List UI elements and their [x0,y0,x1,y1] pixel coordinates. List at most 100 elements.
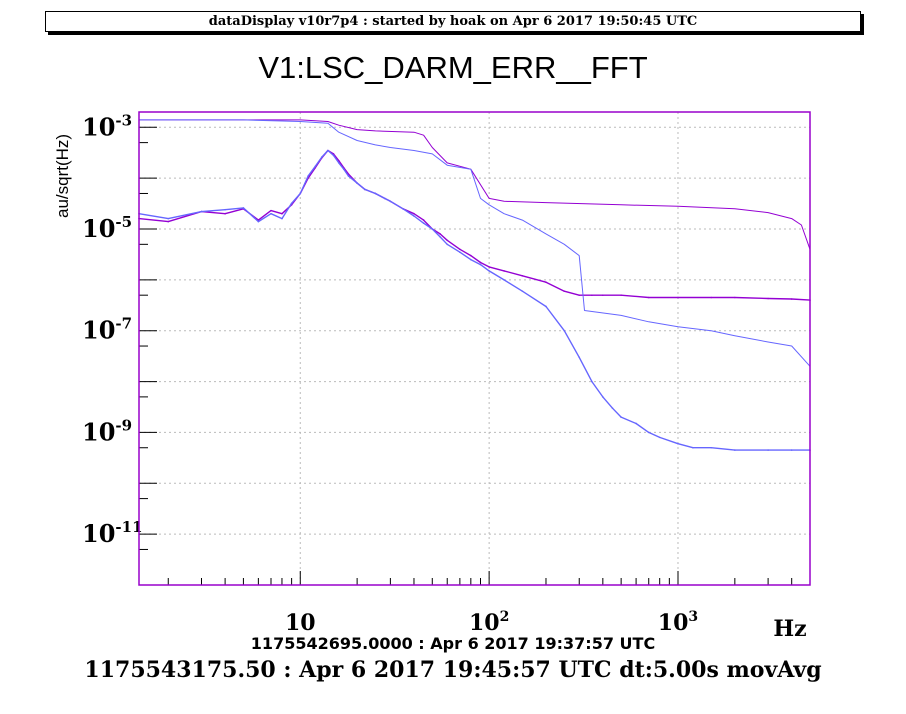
data-point [338,162,340,164]
data-point [734,296,736,299]
data-point [578,294,581,296]
data-point [790,298,793,300]
data-point [503,270,505,272]
data-point [635,422,637,425]
data-point [488,266,490,268]
data-point [545,305,547,308]
data-point [446,243,449,246]
data-point [270,209,272,212]
data-point [281,217,283,220]
data-point [327,149,329,152]
data-point [224,212,226,215]
data-point [347,175,350,177]
data-point [647,431,650,434]
data-point [459,251,461,254]
ticks-layer: 10 102 103 10-3 10-5 10-7 10-9 10-11 [82,111,811,636]
data-point [658,436,661,439]
data-point [692,446,694,449]
data-point [677,442,679,445]
data-point [767,449,769,451]
data-point [242,207,245,209]
data-point [790,449,793,451]
plot-title: V1:LSC_DARM_ERR__FFT [258,50,648,85]
y-tick-label: 10-7 [82,315,132,345]
data-point [167,220,170,223]
series-layer [138,119,811,451]
data-point [446,239,449,242]
data-point [459,248,461,251]
data-point [488,270,490,272]
data-point [270,212,272,215]
data-point [734,449,736,451]
data-point [431,228,434,230]
current-timestamp: 1175543175.50 : Apr 6 2017 19:45:57 UTC … [84,657,822,683]
data-point [563,329,566,332]
data-point [578,356,581,359]
y-tick-label: 10-3 [82,111,132,141]
data-point [290,202,293,205]
data-point [611,407,614,409]
data-point [413,212,415,215]
data-point [545,281,547,283]
data-point [374,192,377,195]
data-point [563,290,566,292]
data-point [767,297,769,300]
y-tick-label: 10-9 [82,416,132,446]
data-point [422,222,425,225]
data-point [677,296,679,299]
series-line-current-cumulative [139,119,811,367]
data-point [364,188,366,191]
data-point [602,294,604,296]
y-tick-label: 10-5 [82,213,132,243]
data-point [224,208,226,211]
data-point [479,261,482,264]
data-point [402,207,404,210]
data-point [591,380,593,383]
data-point [422,219,425,221]
data-point [200,210,203,213]
data-point [503,279,505,281]
x-axis-label: Hz [773,616,806,642]
data-point [257,220,260,223]
x-tick-label: 103 [658,609,698,636]
data-point [356,182,358,184]
grid-layer [139,112,810,585]
data-point [710,446,713,449]
data-point [479,263,482,266]
series-line-reference [138,149,811,301]
data-point [470,254,472,257]
data-point [320,156,323,158]
data-point [521,290,524,292]
data-point [470,258,472,261]
data-point [383,197,386,200]
series-line-reference-cumulative [139,119,811,250]
data-point [332,154,335,157]
data-point [647,296,650,299]
data-point [307,175,309,177]
window-title-bar: dataDisplay v10r7p4 : started by hoak on… [45,11,861,32]
data-point [710,296,713,299]
data-point [591,294,593,296]
data-point [299,192,302,195]
series-line-current [138,149,810,451]
data-point [521,275,524,277]
plot-frame [138,111,811,586]
x-tick-label: 10 [285,610,316,636]
data-point [602,396,604,398]
data-point [389,200,392,203]
y-tick-label: 10-11 [82,518,143,548]
data-point [314,165,317,168]
data-point [620,416,622,418]
data-point [439,233,441,235]
reference-timestamp: 1175542695.0000 : Apr 6 2017 19:37:57 UT… [250,634,656,653]
y-axis-label: au/sqrt(Hz) [53,134,72,218]
data-point [281,212,283,215]
x-tick-label: 102 [469,609,509,636]
data-point [413,215,415,217]
data-point [167,217,170,220]
data-point [439,236,441,238]
data-point [620,294,622,296]
data-point [342,168,345,171]
